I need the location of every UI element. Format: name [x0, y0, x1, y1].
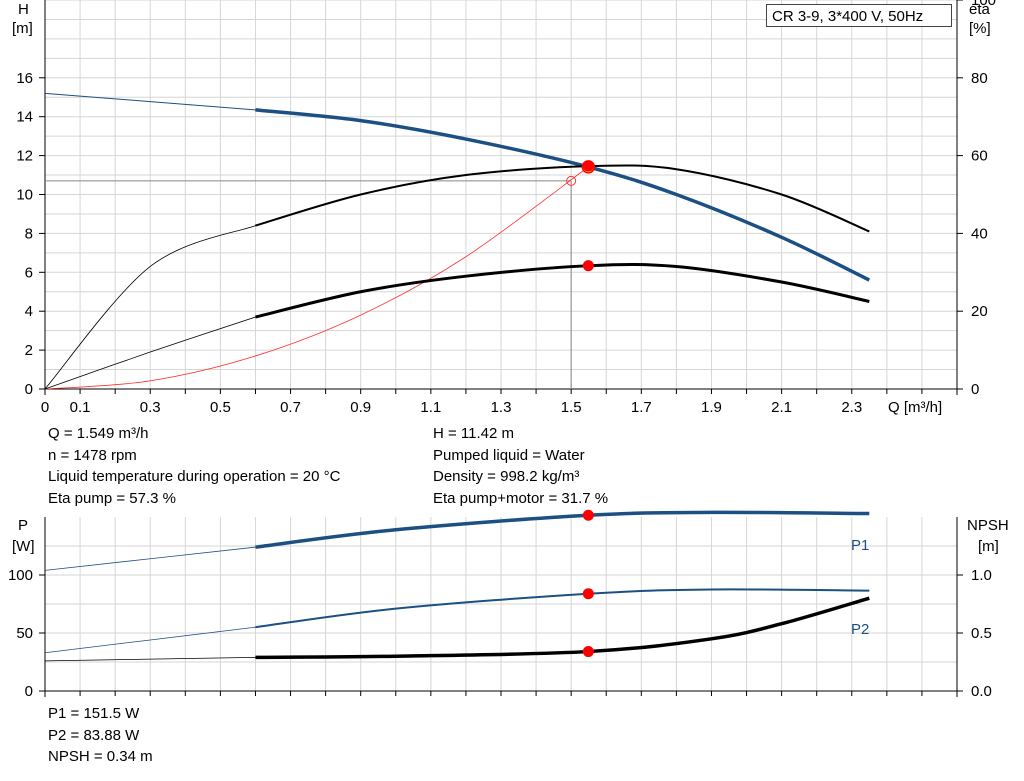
x-tick-label: 1.9: [701, 399, 722, 416]
top-chart-curves: [44, 92, 871, 390]
x-tick-label: 1.7: [631, 399, 652, 416]
x-tick-label: 0.1: [70, 399, 91, 416]
x-tick-label: 0.7: [280, 399, 301, 416]
y-tick-label-left: 8: [25, 225, 33, 242]
info-density: Density = 998.2 kg/m³: [433, 468, 580, 485]
power-info: P1 = 151.5 W P2 = 83.88 W NPSH = 0.34 m: [48, 703, 153, 768]
p1-curve: [255, 510, 870, 549]
duty-point: [582, 509, 594, 521]
info-head: H = 11.42 m: [433, 425, 515, 442]
y-tick-label-left: 0: [25, 683, 33, 700]
x-tick-label: 0.9: [350, 399, 371, 416]
top-left-ylabel-1: H: [18, 1, 29, 18]
x-tick-label: 1.3: [491, 399, 512, 416]
y-tick-label-left: 50: [16, 625, 33, 642]
chart-title-box: CR 3-9, 3*400 V, 50Hz: [766, 4, 952, 27]
bottom-chart-curves: [44, 510, 870, 662]
y-tick-label-right: 20: [971, 303, 988, 320]
duty-point: [582, 260, 594, 272]
top-right-ylabel-1: eta: [969, 1, 991, 18]
x-tick-label: 1.1: [420, 399, 441, 416]
duty-info-right: H = 11.42 m Pumped liquid = Water Densit…: [433, 423, 608, 509]
info-p2: P2 = 83.88 W: [48, 726, 140, 744]
npsh-curve-extrapolated: [44, 656, 256, 662]
top-right-ylabel-2: [%]: [969, 20, 991, 37]
duty-info-left: Q = 1.549 m³/h n = 1478 rpm Liquid tempe…: [48, 423, 340, 509]
top-left-ylabel-2: [m]: [12, 20, 33, 37]
y-tick-label-left: 4: [25, 303, 33, 320]
y-tick-label-right: 100: [971, 0, 996, 9]
y-tick-label-right: 40: [971, 225, 988, 242]
info-flow: Q = 1.549 m³/h: [48, 425, 149, 442]
y-tick-label-left: 12: [16, 148, 33, 165]
bottom-chart-tick-labels: 0 50 100 0.0 0.5 1.0: [8, 567, 992, 700]
duty-point: [582, 160, 594, 172]
y-tick-label-right: 80: [971, 70, 988, 87]
top-xlabel: Q [m³/h]: [888, 399, 942, 416]
series-label-p2: P2: [851, 621, 869, 638]
npsh-curve: [255, 596, 870, 660]
eta-pump-motor-curve-extrapolated: [44, 316, 256, 390]
info-liquid: Pumped liquid = Water: [433, 446, 585, 464]
duty-points: [581, 160, 596, 658]
top-chart-axes: [39, 0, 963, 395]
bottom-chart-grid: [45, 517, 957, 691]
p2-curve-extrapolated: [44, 626, 256, 654]
info-eta-pump: Eta pump = 57.3 %: [48, 489, 176, 507]
y-tick-label-right: 0: [971, 381, 979, 398]
p2-curve: [255, 588, 870, 629]
info-npsh: NPSH = 0.34 m: [48, 748, 153, 765]
duty-point: [582, 646, 594, 658]
y-tick-label-left: 0: [25, 381, 33, 398]
top-chart-tick-labels: 0 0.1 0.3 0.5 0.7 0.9 1.1 1.3 1.5 1.7 1.9 2.1 2.3 0 2 4…: [16, 0, 996, 416]
y-tick-label-right: 0.0: [971, 683, 992, 700]
x-tick-label: 1.5: [561, 399, 582, 416]
chart-title: CR 3-9, 3*400 V, 50Hz: [772, 8, 924, 25]
bottom-chart-axes: [39, 517, 963, 697]
eta-pump-curve-extrapolated: [44, 225, 256, 390]
info-eta-pump-motor: Eta pump+motor = 31.7 %: [433, 489, 609, 507]
top-chart-grid: [45, 0, 957, 389]
bot-right-ylabel-1: NPSH: [967, 517, 1009, 534]
x-tick-label: 0: [41, 399, 49, 416]
y-tick-label-left: 16: [16, 70, 33, 87]
bot-left-ylabel-2: [W]: [12, 538, 35, 555]
info-p1: P1 = 151.5 W: [48, 705, 140, 722]
p1-curve-extrapolated: [44, 546, 256, 571]
info-speed: n = 1478 rpm: [48, 446, 137, 464]
x-tick-label: 0.5: [210, 399, 231, 416]
y-tick-label-left: 2: [25, 342, 33, 359]
y-tick-label-left: 14: [16, 109, 33, 126]
y-tick-label-left: 10: [16, 187, 33, 204]
y-tick-label-right: 1.0: [971, 567, 992, 584]
y-tick-label-left: 6: [25, 264, 33, 281]
series-label-p1: P1: [851, 537, 869, 554]
head-curve-extrapolated: [44, 92, 256, 111]
x-tick-label: 0.3: [140, 399, 161, 416]
bot-left-ylabel-1: P: [18, 517, 28, 534]
bot-right-ylabel-2: [m]: [978, 538, 999, 555]
info-temperature: Liquid temperature during operation = 20…: [48, 468, 341, 485]
x-tick-label: 2.1: [771, 399, 792, 416]
x-tick-label: 2.3: [841, 399, 862, 416]
system-curve: [44, 166, 589, 390]
y-tick-label-right: 60: [971, 148, 988, 165]
y-tick-label-right: 0.5: [971, 625, 992, 642]
duty-point: [582, 588, 594, 600]
y-tick-label-left: 100: [8, 567, 33, 584]
system-marker: [566, 175, 577, 186]
